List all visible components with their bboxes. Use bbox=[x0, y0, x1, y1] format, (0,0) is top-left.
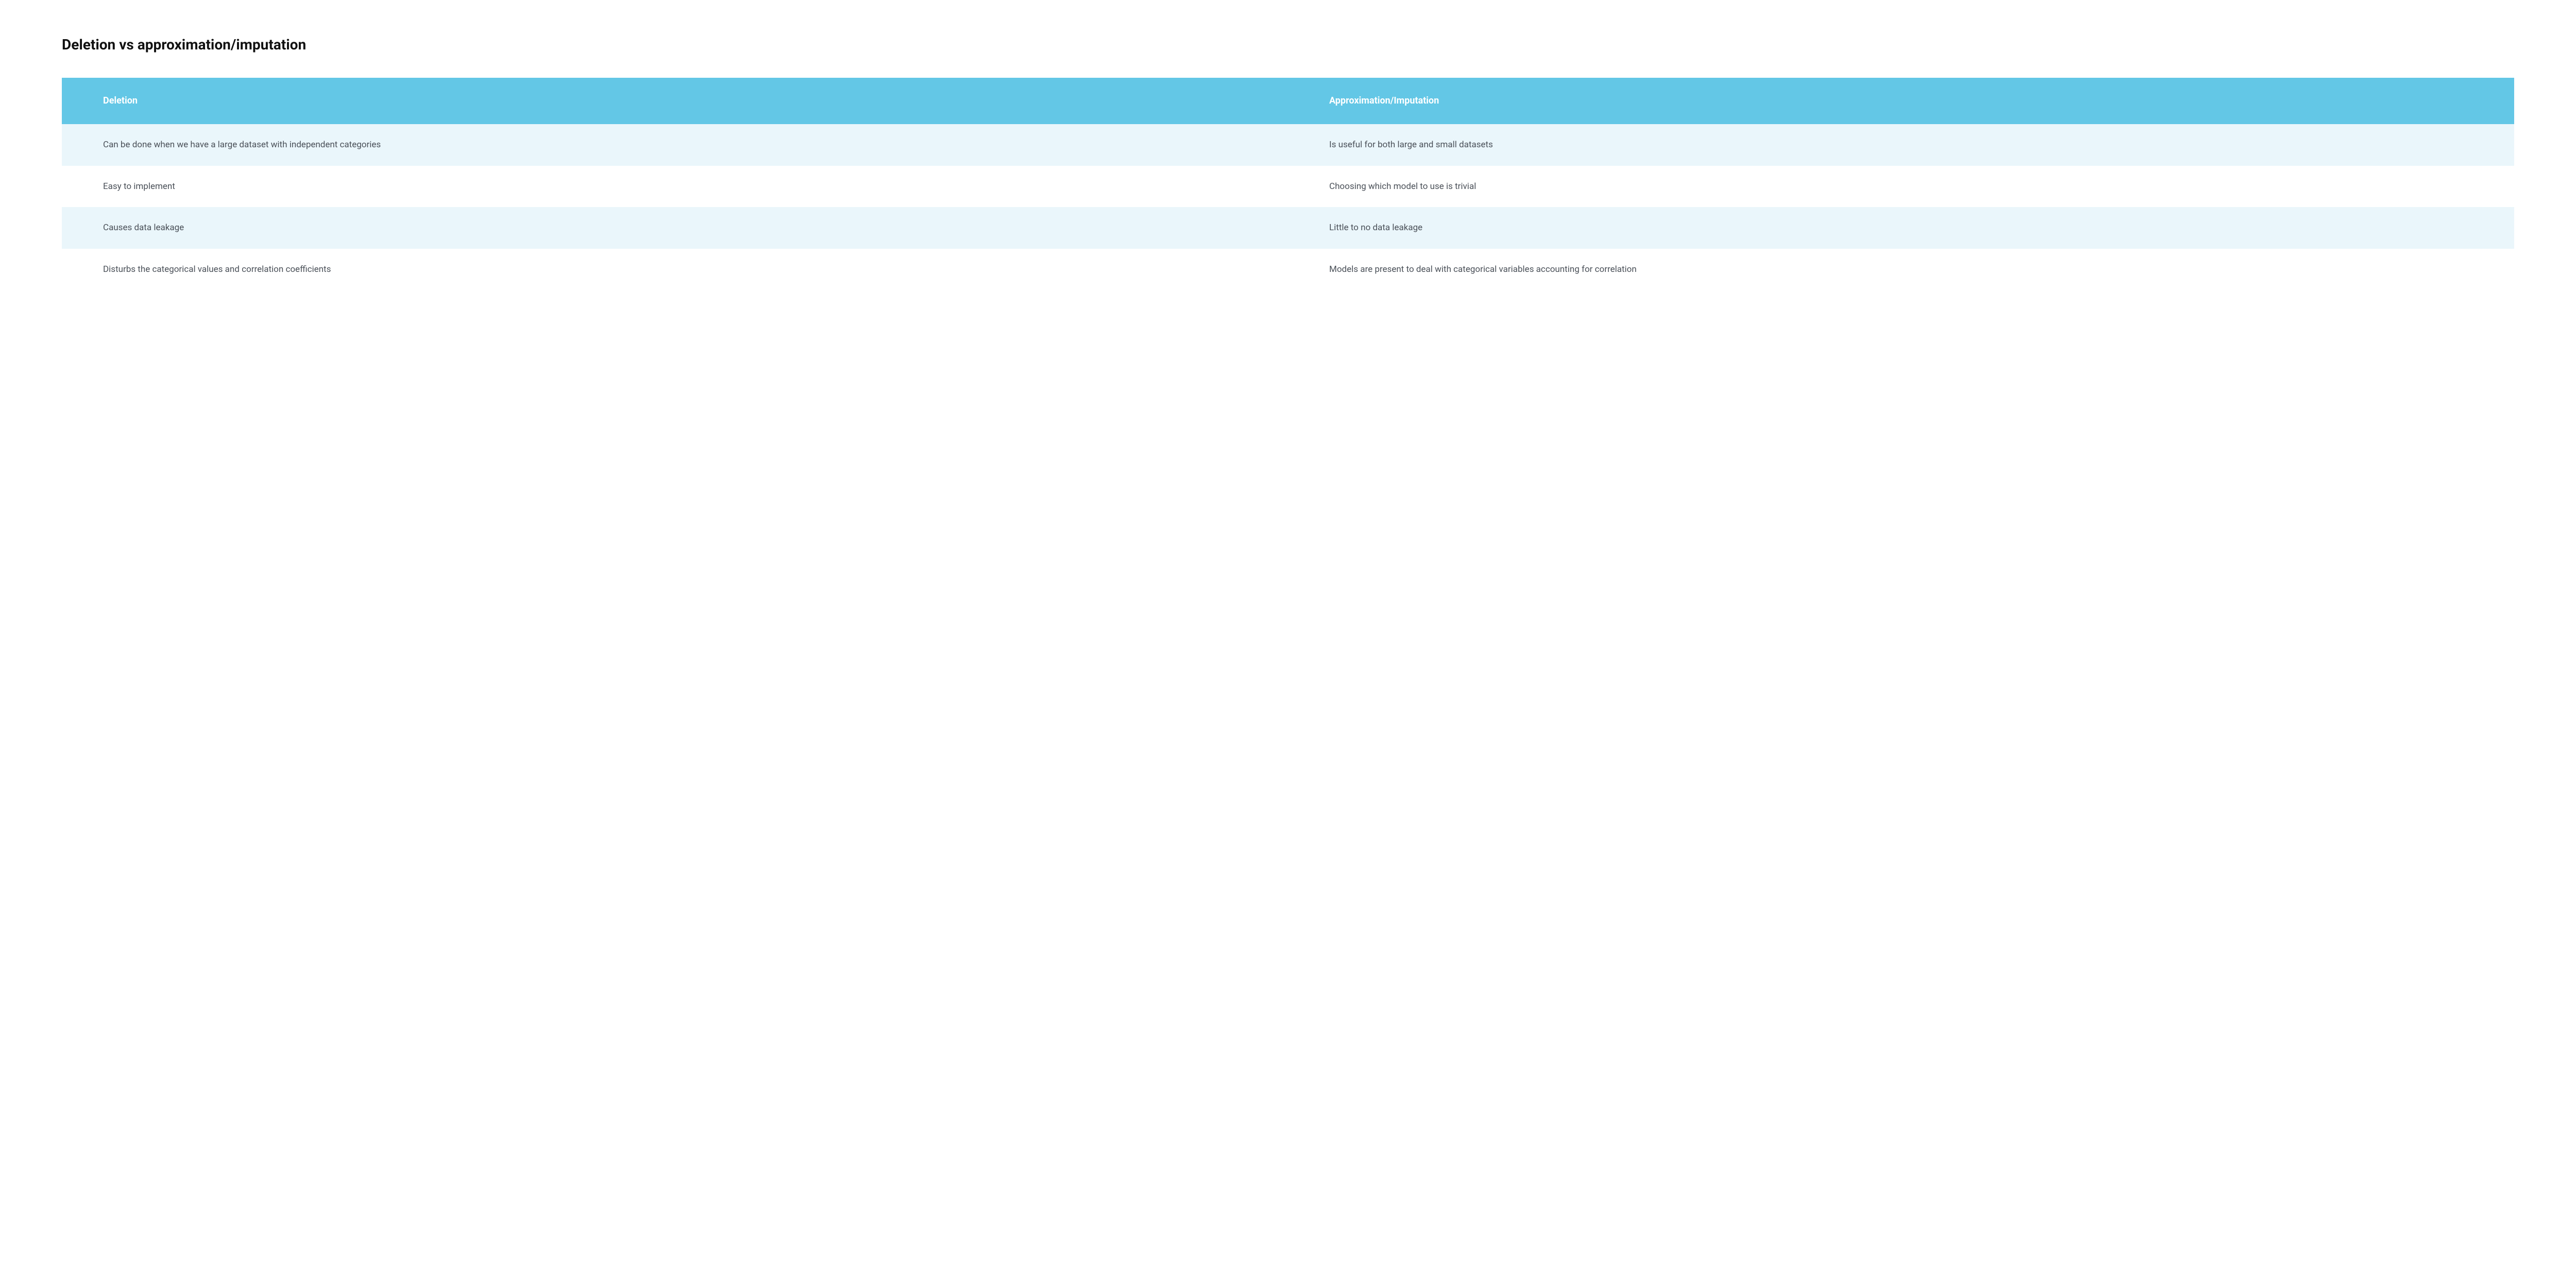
column-header-approximation: Approximation/Imputation bbox=[1288, 78, 2514, 124]
table-row: Disturbs the categorical values and corr… bbox=[62, 249, 2514, 290]
table-cell: Disturbs the categorical values and corr… bbox=[62, 249, 1288, 290]
table-cell: Is useful for both large and small datas… bbox=[1288, 124, 2514, 166]
comparison-table: Deletion Approximation/Imputation Can be… bbox=[62, 78, 2514, 290]
table-cell: Can be done when we have a large dataset… bbox=[62, 124, 1288, 166]
table-cell: Easy to implement bbox=[62, 166, 1288, 208]
table-row: Easy to implement Choosing which model t… bbox=[62, 166, 2514, 208]
column-header-deletion: Deletion bbox=[62, 78, 1288, 124]
table-cell: Choosing which model to use is trivial bbox=[1288, 166, 2514, 208]
table-cell: Little to no data leakage bbox=[1288, 207, 2514, 249]
table-row: Causes data leakage Little to no data le… bbox=[62, 207, 2514, 249]
table-header-row: Deletion Approximation/Imputation bbox=[62, 78, 2514, 124]
page-title: Deletion vs approximation/imputation bbox=[62, 36, 2514, 53]
table-cell: Causes data leakage bbox=[62, 207, 1288, 249]
table-cell: Models are present to deal with categori… bbox=[1288, 249, 2514, 290]
table-row: Can be done when we have a large dataset… bbox=[62, 124, 2514, 166]
